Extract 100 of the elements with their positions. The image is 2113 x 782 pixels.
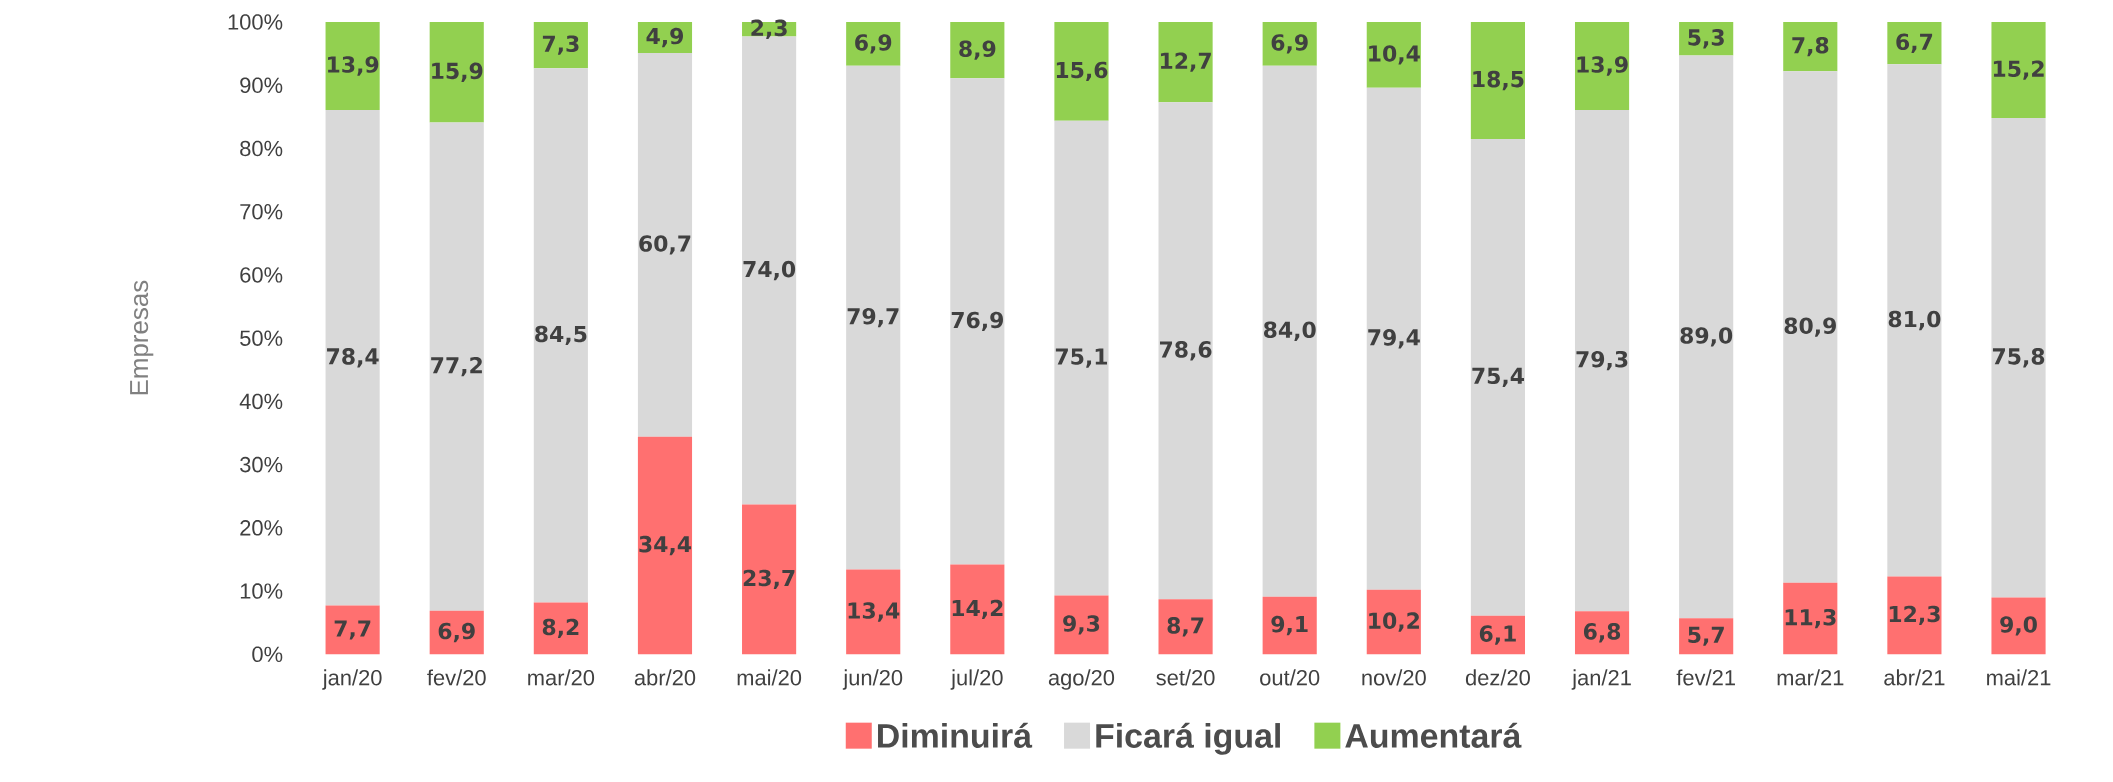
data-label: 60,7 bbox=[639, 235, 691, 255]
bar bbox=[1470, 138, 1525, 616]
data-label: 6,8 bbox=[1583, 622, 1621, 643]
bar bbox=[1158, 102, 1213, 600]
bar bbox=[1366, 21, 1421, 88]
bar bbox=[533, 602, 588, 655]
x-tick-label: jan/21 bbox=[1571, 669, 1631, 690]
data-label: 7,3 bbox=[542, 35, 579, 55]
data-label: 79,7 bbox=[847, 307, 899, 328]
bar bbox=[1783, 582, 1838, 655]
y-tick-label: 60% bbox=[240, 267, 283, 283]
data-label: 6,1 bbox=[1479, 625, 1516, 645]
data-label: 6,7 bbox=[1896, 33, 1933, 53]
data-label: 79,3 bbox=[1576, 350, 1628, 371]
x-tick-label: set/20 bbox=[1156, 669, 1215, 686]
data-label: 13,4 bbox=[848, 602, 900, 622]
y-tick-label: 30% bbox=[240, 456, 283, 473]
bar bbox=[429, 122, 484, 611]
data-label: 8,9 bbox=[959, 40, 996, 60]
data-label: 10,2 bbox=[1369, 612, 1419, 632]
x-tick-label: fev/20 bbox=[427, 669, 486, 686]
data-label: 78,4 bbox=[327, 347, 379, 368]
x-tick-label: ago/20 bbox=[1048, 669, 1115, 690]
y-tick-label: 100% bbox=[228, 14, 283, 30]
data-label: 8,2 bbox=[542, 618, 579, 638]
bar bbox=[325, 109, 380, 606]
y-tick-label: 90% bbox=[240, 77, 283, 93]
bar bbox=[533, 21, 588, 68]
bar bbox=[1262, 65, 1317, 597]
bar bbox=[742, 504, 797, 655]
data-label: 18,5 bbox=[1473, 70, 1524, 91]
bar bbox=[1991, 21, 2046, 118]
x-tick-label: abr/21 bbox=[1884, 669, 1945, 686]
data-label: 89,0 bbox=[1680, 327, 1733, 347]
data-label: 6,9 bbox=[855, 33, 892, 54]
x-tick-label: jan/20 bbox=[322, 669, 382, 690]
data-label: 5,3 bbox=[1688, 28, 1724, 49]
y-tick-label: 0% bbox=[252, 646, 283, 662]
data-label: 14,2 bbox=[952, 599, 1003, 619]
bar bbox=[1054, 120, 1109, 596]
bar bbox=[533, 67, 588, 603]
bar bbox=[950, 564, 1005, 655]
data-label: 15,6 bbox=[1056, 61, 1108, 81]
x-tick-label: fev/21 bbox=[1676, 669, 1735, 686]
data-label: 75,8 bbox=[1992, 347, 2045, 368]
bar bbox=[846, 65, 901, 570]
bar bbox=[1054, 595, 1109, 655]
data-label: 7,8 bbox=[1792, 36, 1829, 57]
data-label: 12,3 bbox=[1889, 605, 1940, 625]
x-tick-label: abr/20 bbox=[634, 669, 696, 686]
data-label: 8,7 bbox=[1167, 616, 1204, 637]
y-tick-label: 80% bbox=[240, 140, 283, 157]
bar bbox=[846, 569, 901, 655]
x-tick-label: out/20 bbox=[1260, 669, 1320, 686]
data-label: 9,1 bbox=[1271, 615, 1308, 636]
x-tick-label: nov/20 bbox=[1362, 669, 1426, 686]
data-label: 77,2 bbox=[431, 356, 482, 377]
data-label: 9,3 bbox=[1063, 615, 1100, 635]
bar bbox=[1262, 596, 1317, 655]
x-tick-label: dez/20 bbox=[1465, 669, 1530, 686]
data-label: 5,7 bbox=[1688, 626, 1724, 646]
data-label: 6,9 bbox=[1271, 33, 1308, 54]
bar bbox=[429, 21, 484, 123]
x-tick-label: mai/20 bbox=[737, 669, 802, 686]
data-label: 12,7 bbox=[1160, 52, 1211, 72]
data-label: 9,0 bbox=[2000, 616, 2037, 636]
bar bbox=[1991, 117, 2046, 598]
data-label: 13,9 bbox=[1577, 56, 1628, 76]
bar bbox=[325, 605, 380, 655]
x-tick-label: jul/20 bbox=[950, 669, 1003, 690]
data-label: 78,6 bbox=[1159, 340, 1212, 361]
bar bbox=[1574, 21, 1630, 110]
data-label: 15,9 bbox=[432, 62, 483, 82]
data-label: 76,9 bbox=[951, 311, 1003, 331]
bar bbox=[1158, 599, 1213, 655]
bar bbox=[637, 52, 693, 437]
legend-label: Diminuirá bbox=[878, 722, 1033, 748]
bar bbox=[1366, 87, 1421, 590]
bar bbox=[1991, 597, 2046, 655]
y-tick-label: 20% bbox=[240, 519, 283, 536]
x-tick-label: mar/21 bbox=[1777, 669, 1844, 686]
x-tick-label: jun/20 bbox=[842, 669, 903, 690]
y-tick-label: 40% bbox=[239, 393, 283, 409]
bar bbox=[1887, 64, 1942, 577]
data-label: 81,0 bbox=[1888, 310, 1941, 330]
bar bbox=[1158, 21, 1213, 103]
data-label: 75,4 bbox=[1472, 367, 1524, 387]
data-label: 79,4 bbox=[1368, 328, 1420, 349]
data-label: 84,0 bbox=[1263, 321, 1316, 341]
data-label: 6,9 bbox=[438, 622, 475, 643]
legend-label: Aumentará bbox=[1345, 722, 1522, 748]
data-label: 84,5 bbox=[535, 325, 587, 345]
data-label: 2,3 bbox=[751, 19, 787, 39]
bar bbox=[1470, 21, 1525, 139]
legend-label: Ficará igual bbox=[1096, 722, 1280, 755]
data-label: 10,4 bbox=[1369, 45, 1420, 65]
bar bbox=[1783, 21, 1838, 72]
y-axis-title: Empresas bbox=[130, 280, 154, 395]
data-label: 11,3 bbox=[1785, 608, 1836, 629]
bar bbox=[1679, 55, 1734, 619]
